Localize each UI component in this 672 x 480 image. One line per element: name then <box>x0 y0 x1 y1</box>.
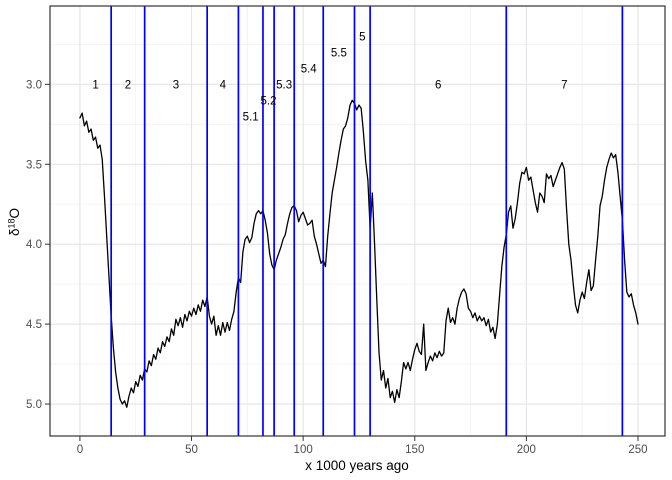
x-tick-label: 200 <box>517 444 536 456</box>
axis-ticks <box>45 83 639 441</box>
y-title-delta: δ <box>7 229 22 237</box>
stage-label-5: 5 <box>359 31 365 43</box>
x-tick-label: 150 <box>405 444 424 456</box>
stage-label-5.4: 5.4 <box>301 63 318 75</box>
d18o-curve <box>79 99 639 408</box>
stage-label-5.3: 5.3 <box>276 79 292 91</box>
panel-border <box>49 5 666 437</box>
y-tick-label: 4.5 <box>26 319 42 331</box>
stage-label-3: 3 <box>173 79 179 91</box>
mis-boundary-lines <box>110 6 624 436</box>
stage-labels: 1 2 3 4 5.15.2 5.3 5.4 5.5 5 6 7 <box>92 31 567 123</box>
y-tick-labels: 3.0 3.5 4.0 4.5 5.0 <box>26 79 42 411</box>
stage-label-6: 6 <box>435 79 441 91</box>
stage-label-5.1: 5.1 <box>243 111 259 123</box>
x-tick-label: 50 <box>185 444 198 456</box>
x-tick-label: 100 <box>294 444 313 456</box>
y-axis-title: δ18O <box>7 208 23 236</box>
y-tick-label: 3.5 <box>26 159 42 171</box>
y-title-superscript: 18 <box>7 218 17 228</box>
y-tick-label: 3.0 <box>26 79 42 91</box>
stage-label-2: 2 <box>125 79 131 91</box>
gridlines-minor <box>50 6 665 436</box>
y-tick-label: 5.0 <box>26 399 42 411</box>
y-title-o: O <box>7 208 22 219</box>
x-tick-label: 0 <box>77 444 83 456</box>
stage-label-5.5: 5.5 <box>331 47 347 59</box>
stage-label-7: 7 <box>561 79 567 91</box>
x-axis-title: x 1000 years ago <box>305 458 409 473</box>
stage-label-1: 1 <box>92 79 98 91</box>
gridlines-major <box>50 6 665 436</box>
x-tick-labels: 0 50 100 150 200 250 <box>77 444 648 456</box>
stage-label-4: 4 <box>220 79 227 91</box>
x-tick-label: 250 <box>628 444 647 456</box>
y-tick-label: 4.0 <box>26 239 42 251</box>
stage-label-5.2: 5.2 <box>261 95 277 107</box>
